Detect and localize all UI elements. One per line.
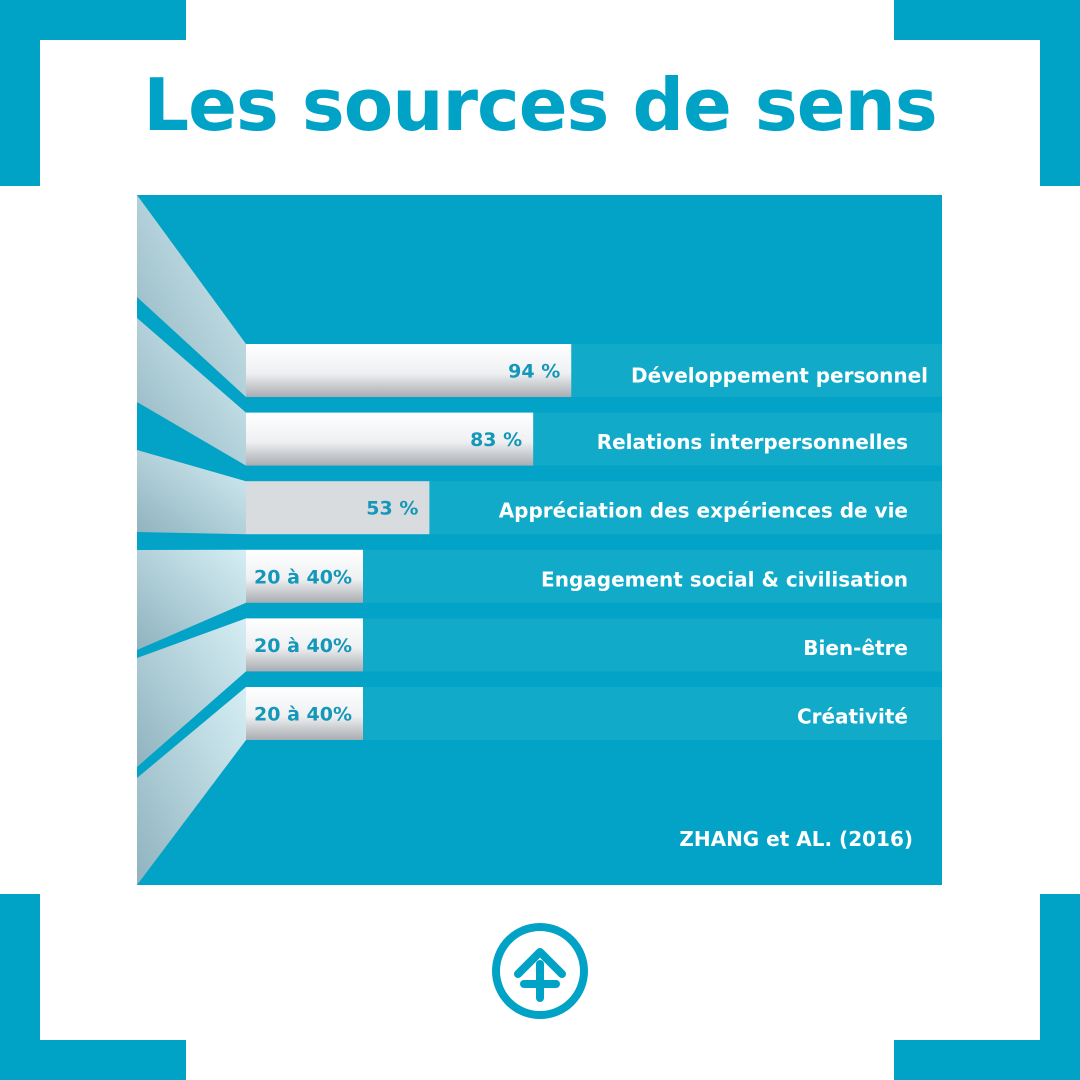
bar-chart: 94 % Développement personnel 83 % Relations… — [137, 195, 942, 885]
bar-value-label: 83 % — [470, 429, 522, 451]
bar-ray — [137, 618, 246, 767]
bar-value-label: 20 à 40% — [254, 635, 352, 657]
category-label: Engagement social & civilisation — [541, 567, 908, 591]
bar-ray — [137, 549, 246, 650]
corner-bracket-bottom-right — [894, 894, 1080, 1080]
corner-bracket-top-right — [894, 0, 1080, 186]
bar-ray — [137, 687, 246, 885]
category-label: Développement personnel — [631, 364, 928, 388]
bar-value-label: 20 à 40% — [254, 704, 352, 726]
bar-value-label: 94 % — [508, 361, 560, 383]
bar — [246, 618, 363, 672]
bar — [246, 412, 534, 466]
chart-panel — [137, 195, 942, 885]
corner-bracket-top-left — [0, 0, 186, 186]
bar-ray — [137, 450, 246, 535]
category-label: Relations interpersonnelles — [597, 430, 908, 454]
chart-svg: 94 % Développement personnel 83 % Relations… — [137, 195, 942, 885]
source-label: ZHANG et AL. (2016) — [679, 827, 913, 851]
bar-value-label: 20 à 40% — [254, 566, 352, 588]
page-title: Les sources de sens — [143, 63, 937, 147]
category-label: Bien-être — [803, 636, 908, 660]
bar — [246, 549, 363, 603]
arrow-up-plus-circle-icon — [492, 923, 588, 1019]
corner-bracket-bottom-left — [0, 894, 186, 1080]
bar-ray — [137, 195, 246, 397]
bar — [246, 344, 572, 397]
bar — [246, 687, 363, 740]
category-label: Créativité — [797, 705, 908, 729]
bar — [246, 481, 430, 535]
bar-ray — [137, 318, 246, 466]
category-label: Appréciation des expériences de vie — [499, 499, 908, 523]
bar-value-label: 53 % — [366, 498, 418, 520]
